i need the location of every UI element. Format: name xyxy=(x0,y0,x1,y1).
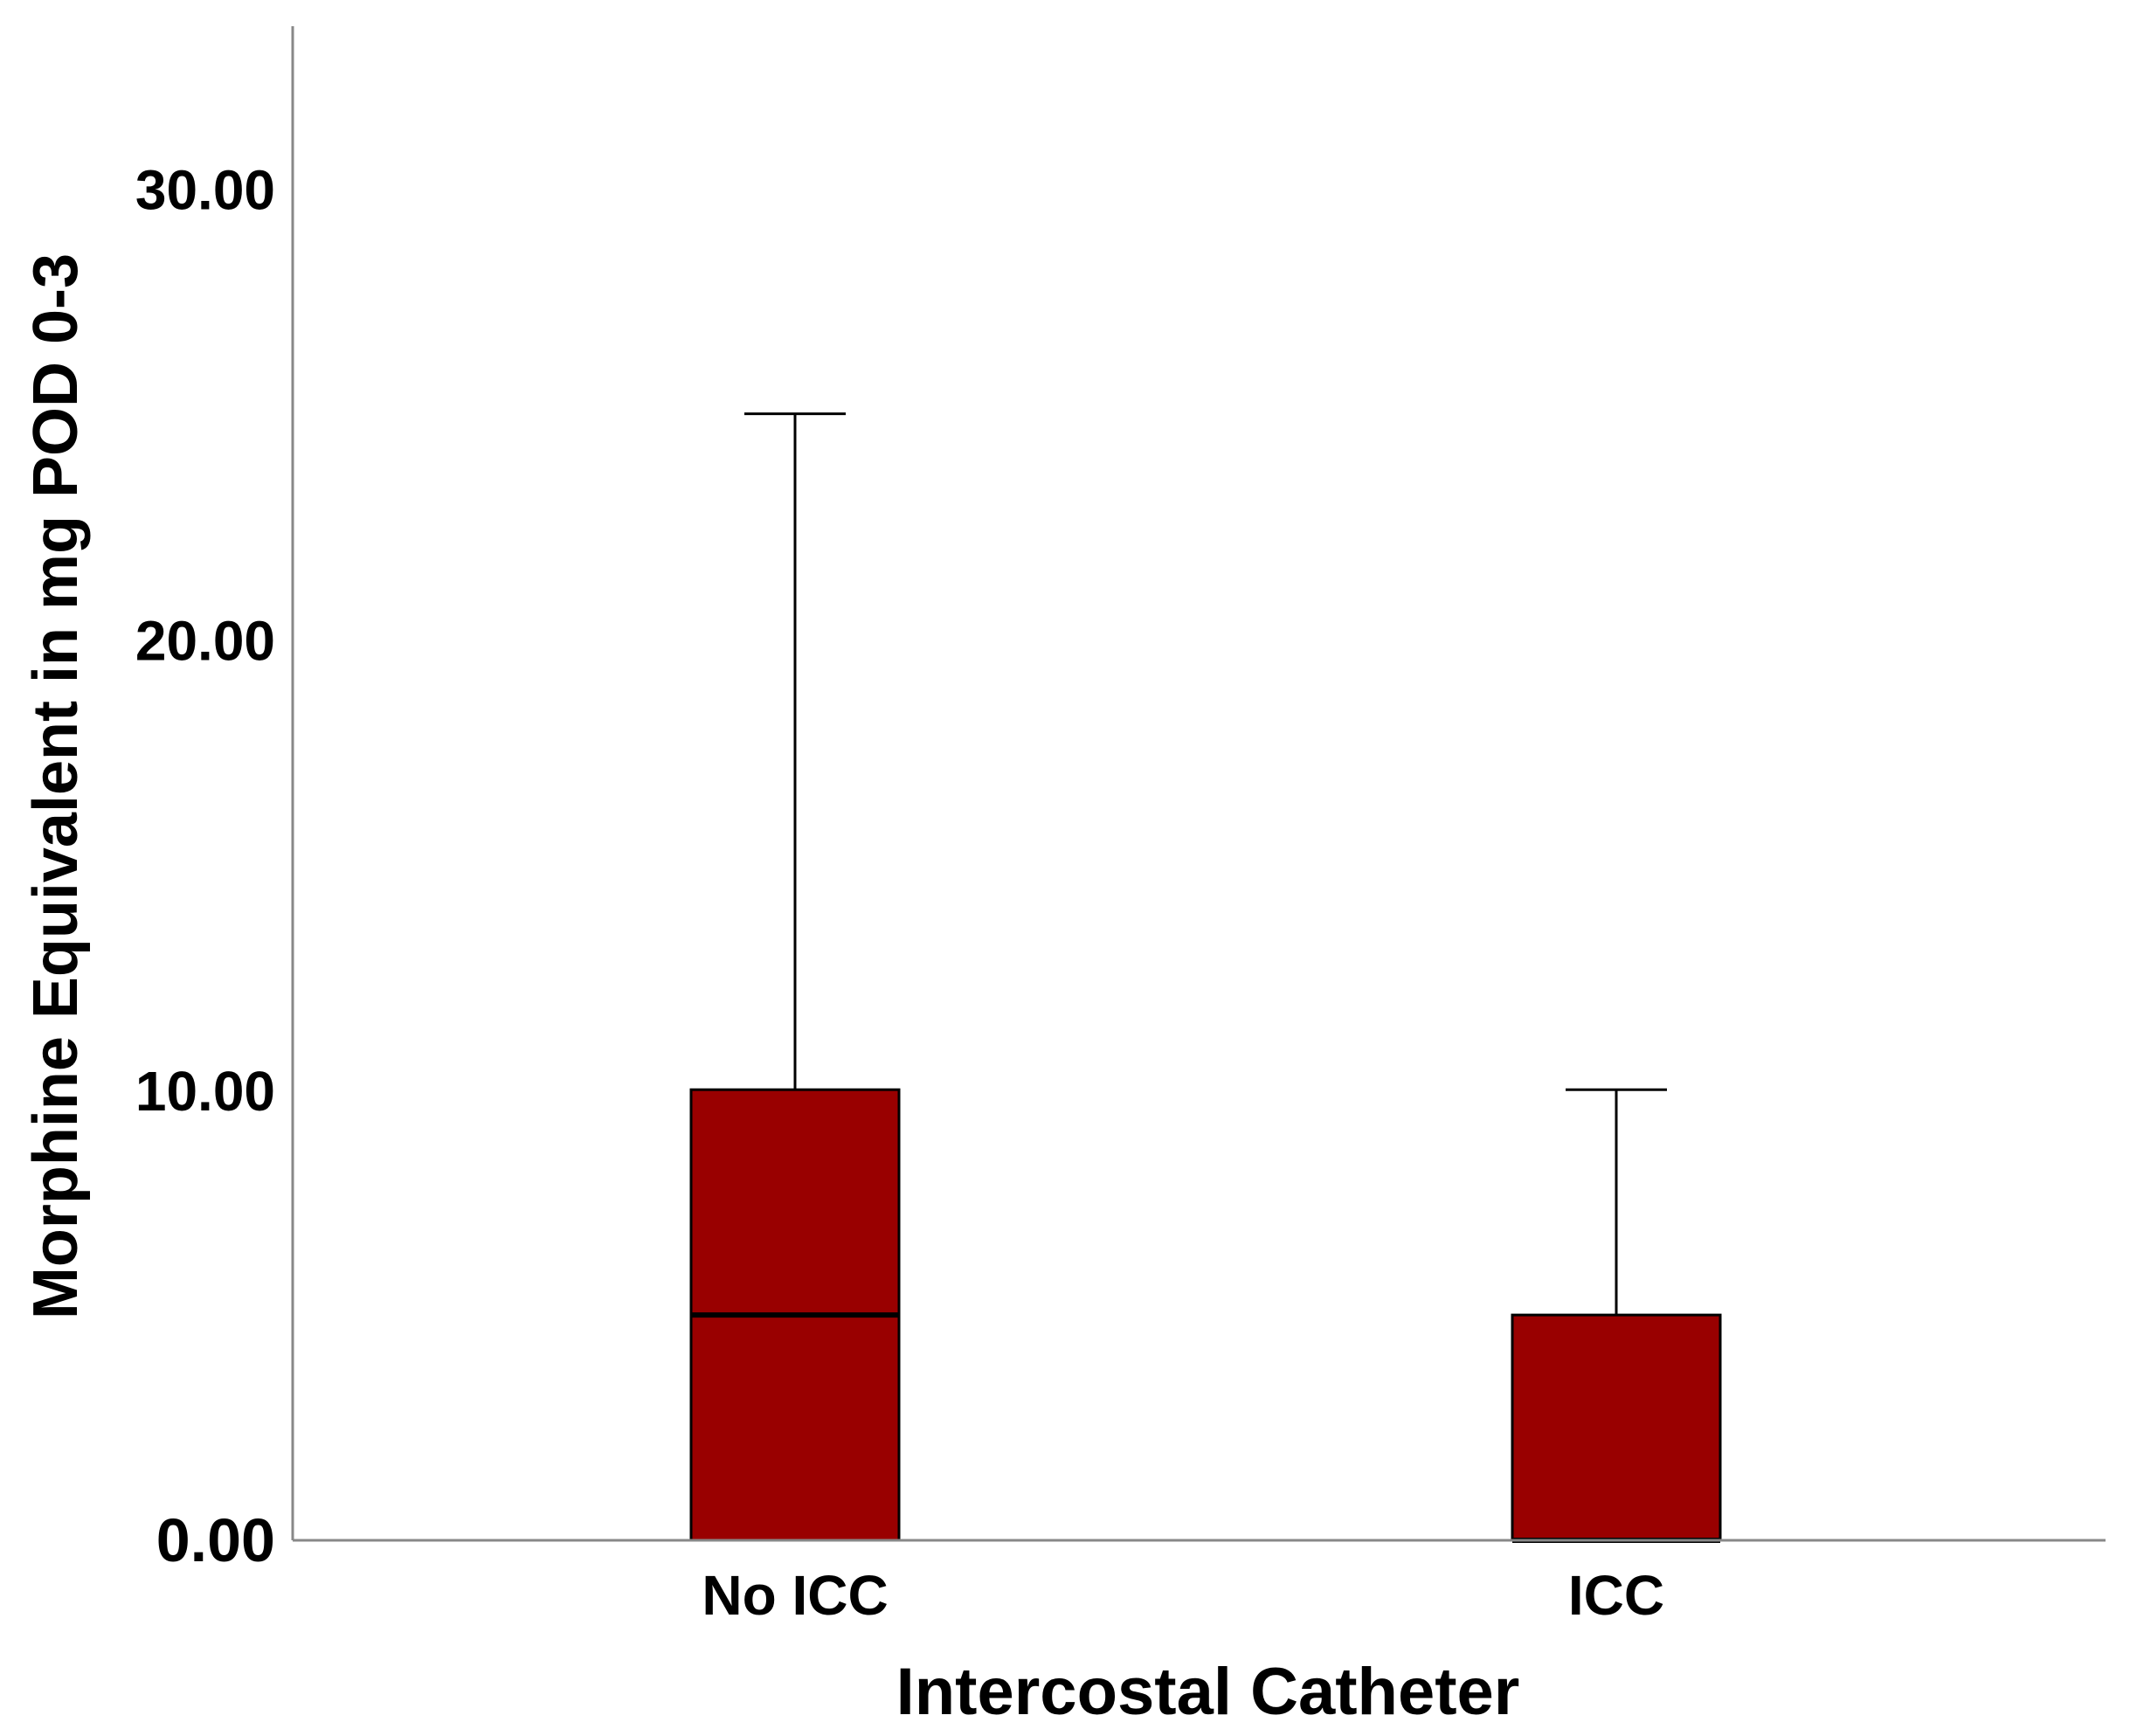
y-tick-label: 20.00 xyxy=(135,609,275,672)
iqr-box xyxy=(1511,1313,1722,1542)
y-tick-label: 30.00 xyxy=(135,159,275,222)
x-category-label: No ICC xyxy=(702,1564,888,1627)
axes-layer xyxy=(291,26,2106,1542)
y-axis-title: Morphine Equivalent in mg POD 0-3 xyxy=(21,253,91,1319)
y-tick-label: 10.00 xyxy=(135,1060,275,1123)
y-tick-labels: 0.00 10.00 20.00 30.00 xyxy=(135,159,275,1574)
box-no-icc xyxy=(689,412,901,1542)
y-tick-label: 0.00 xyxy=(156,1506,275,1574)
boxes-layer xyxy=(689,412,1722,1543)
x-category-labels: No ICC ICC xyxy=(702,1564,1664,1627)
box-icc xyxy=(1511,1088,1722,1543)
x-category-label: ICC xyxy=(1568,1564,1664,1627)
x-axis-title: Intercostal Catheter xyxy=(896,1655,1520,1729)
